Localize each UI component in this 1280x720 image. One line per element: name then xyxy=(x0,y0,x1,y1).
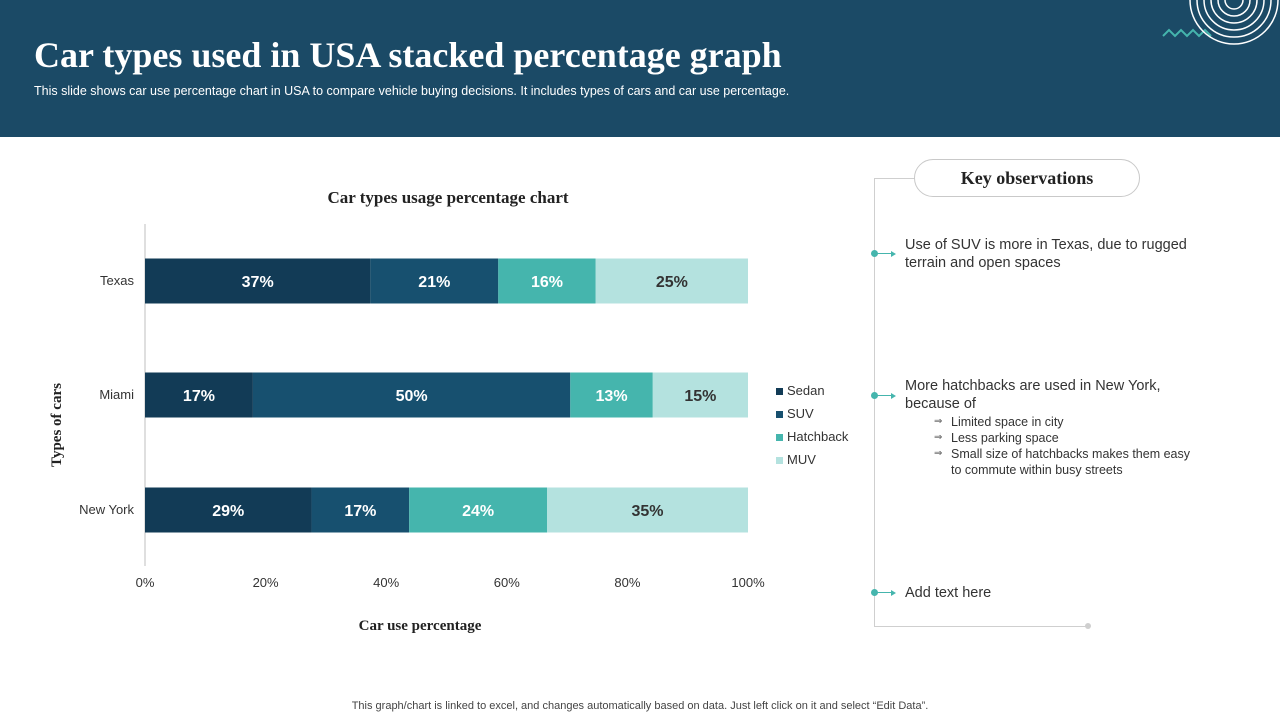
stacked-bar-chart: Car types usage percentage chart Car use … xyxy=(49,188,849,634)
data-label: 37% xyxy=(242,274,274,291)
bar-segment xyxy=(570,372,653,418)
x-axis-title: Car use percentage xyxy=(359,618,482,634)
legend-item: SUV xyxy=(787,406,814,421)
x-tick-label: 40% xyxy=(373,575,399,590)
arrow-connector-icon xyxy=(871,391,897,399)
arrow-bullet-icon: ⇒ xyxy=(934,448,943,459)
bar-segment xyxy=(311,487,410,533)
data-label: 16% xyxy=(531,274,563,291)
frame-end-dot-icon xyxy=(1085,623,1091,629)
bar-segment xyxy=(409,487,547,533)
x-tick-label: 60% xyxy=(494,575,520,590)
bar-segment xyxy=(547,487,748,533)
header-banner: Car types used in USA stacked percentage… xyxy=(0,0,1280,137)
bar-segment xyxy=(370,258,499,304)
arrow-connector-icon xyxy=(871,249,897,257)
footer-note: This graph/chart is linked to excel, and… xyxy=(351,700,929,712)
x-tick-label: 0% xyxy=(136,575,155,590)
observations-frame-line xyxy=(874,178,875,626)
bar-segment xyxy=(652,372,748,418)
data-label: 29% xyxy=(212,503,244,520)
chart-title: Car types usage percentage chart xyxy=(327,188,568,207)
observations-frame-line xyxy=(874,178,916,179)
decorative-circles-icon xyxy=(1162,0,1279,45)
legend-item: Sedan xyxy=(787,383,825,398)
legend-swatch xyxy=(776,457,783,464)
data-label: 17% xyxy=(344,503,376,520)
observation-item-1: Use of SUV is more in Texas, due to rugg… xyxy=(905,237,1187,271)
x-tick-label: 20% xyxy=(253,575,279,590)
page-subtitle: This slide shows car use percentage char… xyxy=(34,84,790,98)
y-axis-title: Types of cars xyxy=(49,383,65,467)
legend-item: MUV xyxy=(787,452,816,467)
arrow-bullet-icon: ⇒ xyxy=(934,416,943,427)
data-label: 35% xyxy=(631,503,663,520)
data-label: 50% xyxy=(396,388,428,405)
category-label: Texas xyxy=(100,273,134,288)
legend-item: Hatchback xyxy=(787,429,849,444)
data-label: 25% xyxy=(656,274,688,291)
data-label: 15% xyxy=(684,388,716,405)
legend-swatch xyxy=(776,388,783,395)
bar-segment xyxy=(498,258,596,304)
observation-item-2: More hatchbacks are used in New York, be… xyxy=(905,378,1161,412)
bar-segment xyxy=(145,372,253,418)
list-item: ⇒ Small size of hatchbacks makes them eas… xyxy=(934,447,1190,477)
data-label: 24% xyxy=(462,503,494,520)
list-item: ⇒ Limited space in city xyxy=(934,415,1064,429)
arrow-connector-icon xyxy=(871,588,897,596)
x-tick-label: 100% xyxy=(731,575,765,590)
category-label: New York xyxy=(79,502,134,517)
bar-segment xyxy=(145,258,371,304)
legend-swatch xyxy=(776,434,783,441)
bar-segment xyxy=(252,372,571,418)
bar-segment xyxy=(145,487,312,533)
category-label: Miami xyxy=(99,387,134,402)
legend-swatch xyxy=(776,411,783,418)
data-label: 13% xyxy=(596,388,628,405)
data-label: 17% xyxy=(183,388,215,405)
list-item: ⇒ Less parking space xyxy=(934,431,1059,445)
observation-item-3: Add text here xyxy=(905,585,992,601)
bar-segment xyxy=(595,258,748,304)
x-tick-label: 80% xyxy=(614,575,640,590)
key-observations-header: Key observations xyxy=(914,159,1140,197)
data-label: 21% xyxy=(418,274,450,291)
observation-sublist: ⇒ Limited space in city ⇒ Less parking spa… xyxy=(934,414,1194,478)
observations-frame-line xyxy=(874,626,1088,627)
page-title: Car types used in USA stacked percentage… xyxy=(34,35,782,75)
arrow-bullet-icon: ⇒ xyxy=(934,432,943,443)
